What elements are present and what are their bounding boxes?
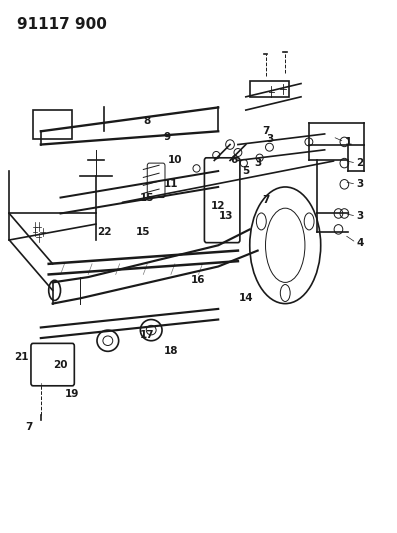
- Text: 15: 15: [136, 227, 150, 237]
- Text: 91117 900: 91117 900: [17, 17, 107, 33]
- FancyArrowPatch shape: [122, 161, 334, 203]
- Text: 14: 14: [239, 293, 253, 303]
- Text: 8: 8: [144, 116, 151, 126]
- Text: 7: 7: [262, 126, 269, 136]
- Text: 17: 17: [140, 330, 154, 341]
- Text: 3: 3: [357, 211, 364, 221]
- Text: 2: 2: [357, 158, 364, 168]
- Text: 7: 7: [25, 422, 33, 432]
- Text: 4: 4: [357, 238, 364, 248]
- Text: 5: 5: [242, 166, 249, 176]
- Text: 22: 22: [96, 227, 111, 237]
- Text: 18: 18: [164, 346, 178, 357]
- Text: 13: 13: [219, 211, 233, 221]
- Text: 20: 20: [53, 360, 68, 369]
- Text: 19: 19: [65, 389, 79, 399]
- Text: 3: 3: [266, 134, 273, 144]
- Text: 1: 1: [345, 137, 352, 147]
- Text: 16: 16: [191, 274, 206, 285]
- Text: 9: 9: [164, 132, 171, 142]
- Text: 3: 3: [357, 179, 364, 189]
- Text: 7: 7: [262, 195, 269, 205]
- Text: 6: 6: [230, 156, 238, 165]
- Text: 15: 15: [140, 192, 154, 203]
- Text: 10: 10: [168, 156, 182, 165]
- Text: 3: 3: [254, 158, 261, 168]
- Text: 12: 12: [211, 200, 225, 211]
- Text: 21: 21: [14, 352, 28, 361]
- Text: 11: 11: [164, 179, 178, 189]
